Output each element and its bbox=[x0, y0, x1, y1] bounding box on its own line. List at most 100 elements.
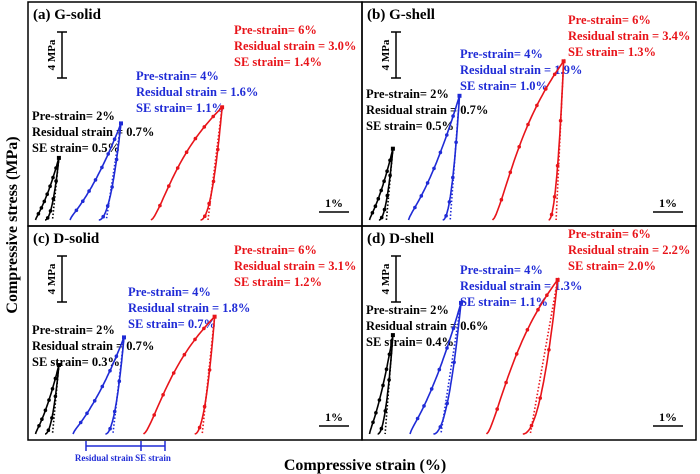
series-annotation-label: Residual strain = 0.7% bbox=[366, 103, 488, 117]
panels-group: (a) G-solid 4 MPa 1% Pre-strain= 2% Residual… bbox=[27, 1, 697, 463]
panel-c: (c) D-solid 4 MPa 1% Pre-strain= 2% Residual… bbox=[27, 225, 363, 441]
series-red: Pre-strain= 6% Residual strain = 3.1% SE s… bbox=[142, 243, 356, 435]
data-point-marker bbox=[50, 387, 55, 391]
strain-scale-label: 1% bbox=[659, 196, 677, 210]
data-point-marker bbox=[106, 152, 110, 156]
data-point-marker bbox=[382, 207, 387, 212]
series-annotation-label: Pre-strain= 6% bbox=[568, 227, 651, 241]
data-point-marker bbox=[184, 150, 189, 154]
data-point-marker bbox=[526, 122, 530, 127]
data-point-marker bbox=[53, 376, 58, 381]
series-annotation-label: SE strain= 1.2% bbox=[234, 275, 322, 289]
series-annotation-label: Residual strain = 1.3% bbox=[460, 279, 582, 293]
series-annotation-label: Pre-strain= 4% bbox=[136, 69, 219, 83]
data-point-marker bbox=[87, 189, 91, 193]
series-annotation-label: SE strain= 0.5% bbox=[366, 119, 454, 133]
series-blue: Pre-strain= 4% Residual strain = 1.8% SE s… bbox=[72, 285, 250, 435]
series-annotation-label: SE strain= 0.3% bbox=[32, 355, 120, 369]
series-annotation-label: SE strain= 0.4% bbox=[366, 335, 454, 349]
panel-title: (c) D-solid bbox=[33, 231, 100, 247]
data-point-marker bbox=[376, 196, 381, 201]
data-point-marker bbox=[48, 209, 53, 213]
data-point-marker bbox=[547, 348, 551, 352]
data-point-marker bbox=[377, 398, 382, 402]
data-point-marker bbox=[100, 384, 105, 389]
data-point-marker bbox=[379, 188, 384, 193]
data-point-marker bbox=[549, 212, 554, 217]
data-point-marker bbox=[43, 408, 48, 413]
data-point-marker bbox=[211, 114, 215, 119]
data-point-marker bbox=[429, 387, 434, 391]
data-point-marker bbox=[536, 307, 540, 312]
data-point-marker bbox=[46, 428, 51, 433]
stress-scale-label: 4 MPa bbox=[380, 263, 392, 294]
legend-residual-strain: Residual strain bbox=[75, 453, 133, 463]
data-point-marker bbox=[74, 208, 79, 213]
se-strain-dotted-line bbox=[105, 123, 122, 221]
panel-a: (a) G-solid 4 MPa 1% Pre-strain= 2% Residual… bbox=[27, 1, 363, 227]
series-red: Pre-strain= 6% Residual strain = 3.0% SE s… bbox=[150, 23, 356, 221]
data-point-marker bbox=[535, 103, 539, 108]
data-point-marker bbox=[108, 368, 112, 373]
series-annotation-label: Residual strain = 1.8% bbox=[128, 301, 250, 315]
data-point-marker bbox=[36, 212, 41, 216]
data-point-marker bbox=[92, 399, 97, 403]
data-point-marker bbox=[175, 166, 180, 170]
series-annotation-label: Residual strain = 0.6% bbox=[366, 319, 488, 333]
se-strain-dotted-line bbox=[384, 335, 394, 435]
data-point-marker bbox=[552, 195, 557, 199]
data-point-marker bbox=[419, 194, 424, 198]
data-point-marker bbox=[499, 197, 504, 202]
data-point-marker bbox=[161, 393, 165, 397]
data-point-marker bbox=[108, 426, 112, 431]
data-point-marker bbox=[202, 326, 206, 331]
data-point-marker bbox=[193, 136, 198, 141]
data-point-marker bbox=[382, 179, 386, 183]
se-strain-dotted-line bbox=[51, 364, 60, 435]
series-blue: Pre-strain= 4% Residual strain = 1.9% SE s… bbox=[407, 47, 582, 221]
strain-scale-label: 1% bbox=[659, 410, 677, 424]
series-black: Pre-strain= 2% Residual strain = 0.7% SE s… bbox=[32, 109, 154, 221]
data-point-marker bbox=[370, 211, 375, 215]
series-annotation-label: Pre-strain= 4% bbox=[128, 285, 211, 299]
data-point-marker bbox=[432, 166, 436, 171]
data-point-marker bbox=[40, 417, 44, 422]
data-point-marker bbox=[452, 360, 456, 365]
se-strain-dotted-line bbox=[385, 148, 394, 221]
stress-strain-loop bbox=[34, 364, 60, 435]
data-point-marker bbox=[152, 413, 156, 417]
data-point-marker bbox=[158, 203, 162, 208]
strain-legend-bracket: Residual strain SE strain bbox=[75, 441, 171, 463]
series-annotation-label: Residual strain = 3.0% bbox=[234, 39, 356, 53]
series-annotation-label: Residual strain = 2.2% bbox=[568, 243, 690, 257]
data-point-marker bbox=[495, 407, 500, 411]
data-point-marker bbox=[384, 367, 389, 372]
series-annotation-label: Pre-strain= 6% bbox=[234, 243, 317, 257]
panel-b: (b) G-shell 4 MPa 1% Pre-strain= 2% Residual… bbox=[361, 1, 697, 227]
data-point-marker bbox=[445, 346, 449, 350]
series-black: Pre-strain= 2% Residual strain = 0.7% SE s… bbox=[32, 323, 154, 435]
data-point-marker bbox=[387, 352, 392, 357]
data-point-marker bbox=[45, 216, 50, 220]
series-annotation-label: SE strain= 1.1% bbox=[136, 101, 224, 115]
series-annotation-label: Pre-strain= 2% bbox=[366, 303, 449, 317]
data-point-marker bbox=[101, 214, 105, 219]
series-annotation-label: SE strain= 1.0% bbox=[460, 79, 548, 93]
series-red: Pre-strain= 6% Residual strain = 2.2% SE s… bbox=[485, 227, 690, 435]
data-point-marker bbox=[202, 125, 207, 129]
data-point-marker bbox=[39, 206, 44, 210]
data-point-marker bbox=[45, 192, 49, 196]
data-point-marker bbox=[54, 166, 58, 170]
legend-se-strain: SE strain bbox=[135, 453, 171, 463]
data-point-marker bbox=[48, 184, 52, 188]
data-point-marker bbox=[42, 199, 47, 204]
series-annotation-label: Residual strain = 1.9% bbox=[460, 63, 582, 77]
series-blue: Pre-strain= 4% Residual strain = 1.6% SE s… bbox=[69, 69, 258, 221]
panel-frame bbox=[361, 225, 697, 441]
series-annotation-label: SE strain= 2.0% bbox=[568, 259, 656, 273]
data-point-marker bbox=[197, 425, 202, 430]
data-point-marker bbox=[383, 409, 388, 413]
x-axis-label: Compressive strain (%) bbox=[284, 457, 446, 474]
data-point-marker bbox=[425, 181, 430, 185]
